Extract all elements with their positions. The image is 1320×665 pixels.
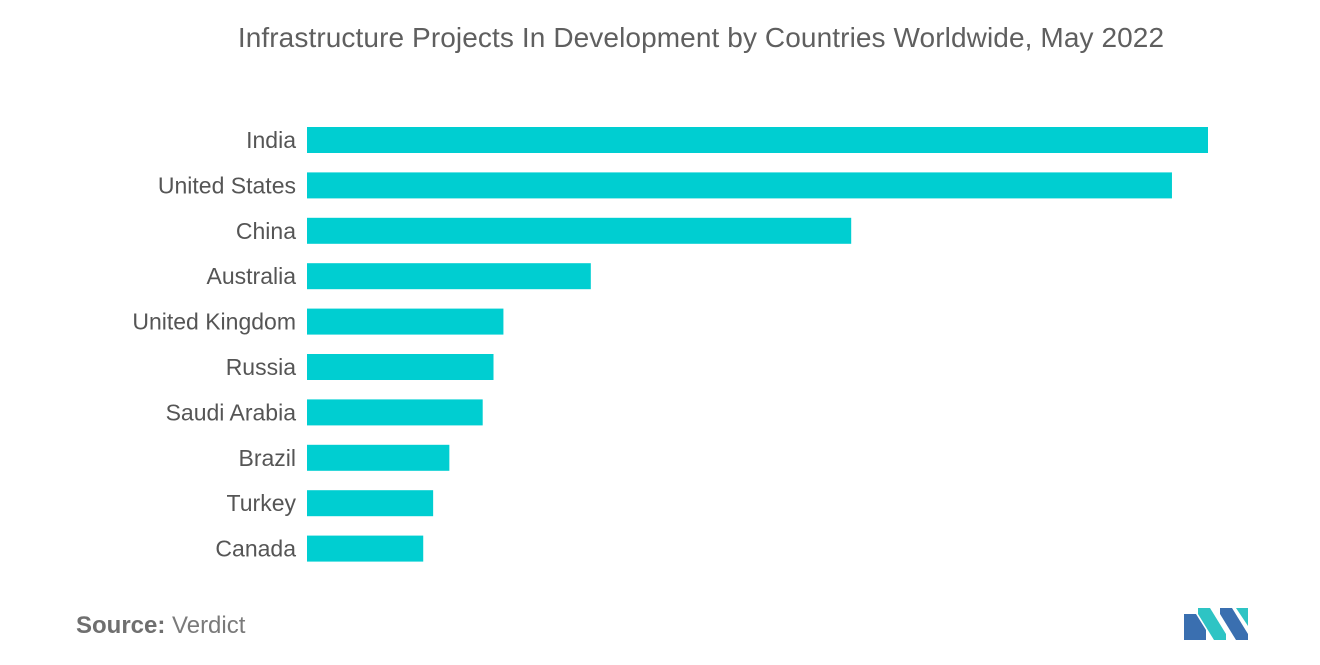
- category-labels-group: India United States China Australia United K…: [132, 127, 296, 562]
- bar-turkey: [307, 490, 434, 517]
- category-label-canada: Canada: [215, 536, 296, 562]
- logo-right-leg: [1236, 608, 1248, 626]
- bar-china: [307, 217, 852, 244]
- category-label-brazil: Brazil: [238, 445, 296, 471]
- logo-left-shape: [1184, 614, 1206, 640]
- chart-title: Infrastructure Projects In Development b…: [237, 22, 1165, 53]
- source-label: Source:: [76, 612, 166, 639]
- category-label-turkey: Turkey: [227, 490, 297, 516]
- category-label-united-kingdom: United Kingdom: [132, 309, 296, 335]
- category-label-australia: Australia: [207, 263, 297, 289]
- bar-india: [307, 127, 1208, 153]
- logo-middle-shape: [1198, 608, 1226, 640]
- bar-brazil: [307, 444, 450, 471]
- category-label-russia: Russia: [226, 354, 297, 380]
- source-value: Verdict: [172, 612, 246, 639]
- bar-saudi-arabia: [307, 399, 483, 426]
- mordor-intelligence-logo: [1184, 608, 1248, 640]
- bar-russia: [307, 354, 494, 380]
- bar-chart: India United States China Australia United K…: [132, 127, 1208, 562]
- bar-australia: [307, 263, 591, 290]
- category-label-india: India: [246, 127, 296, 153]
- bars-group: [307, 127, 1208, 562]
- category-label-china: China: [236, 218, 296, 244]
- category-label-united-states: United States: [158, 172, 296, 198]
- bar-united-kingdom: [307, 308, 504, 335]
- source-note: Source: Verdict: [76, 612, 245, 640]
- bar-canada: [307, 535, 424, 562]
- logo-right-shape: [1220, 608, 1248, 640]
- category-label-saudi-arabia: Saudi Arabia: [166, 399, 297, 425]
- bar-united-states: [307, 172, 1172, 199]
